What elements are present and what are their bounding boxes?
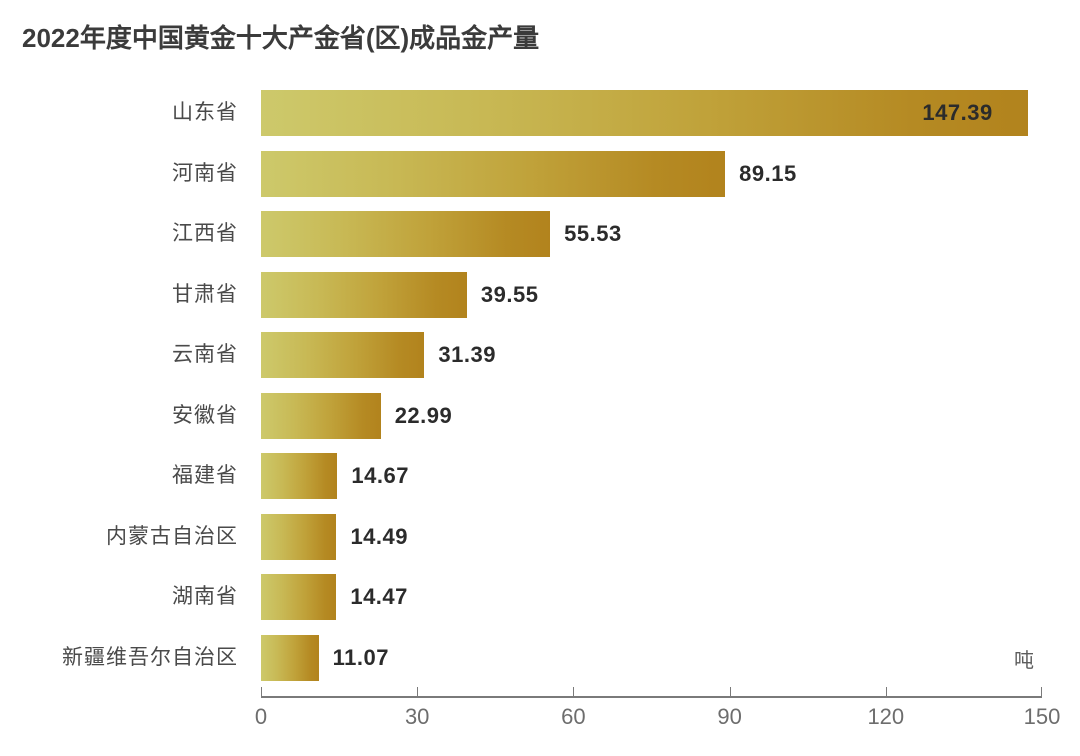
category-label: 山东省 <box>172 101 238 124</box>
bar-row: 福建省 14.67 <box>0 453 1080 499</box>
category-label: 福建省 <box>172 464 238 487</box>
bar <box>261 332 425 378</box>
x-axis: 0 30 60 90 120 150 <box>255 687 1060 754</box>
bar-track: 11.07 <box>261 634 1042 681</box>
bar-track: 55.53 <box>261 211 1042 257</box>
bar-track: 31.39 <box>261 332 1042 378</box>
x-axis-tick-label: 120 <box>867 704 905 729</box>
bar <box>261 150 726 197</box>
category-label: 内蒙古自治区 <box>106 524 238 548</box>
x-axis-line <box>261 696 1042 698</box>
x-axis-tick-label: 150 <box>1023 704 1061 729</box>
x-axis-tick <box>261 687 262 696</box>
bar-row: 云南省 31.39 <box>0 332 1080 378</box>
x-axis-tick-label: 90 <box>717 704 742 729</box>
chart-title: 2022年度中国黄金十大产金省(区)成品金产量 <box>22 23 540 53</box>
bar <box>261 90 1029 136</box>
plot-area: 山东省 147.39 河南省 89.15 江西省 55.53 甘肃省 39.55 云南省 31.3… <box>0 90 1080 705</box>
bar <box>261 453 338 499</box>
category-label: 河南省 <box>172 161 238 185</box>
bar-value-label: 89.15 <box>739 160 797 186</box>
unit-label: 吨 <box>1014 650 1034 672</box>
x-axis-tick <box>417 687 419 696</box>
bar-row: 江西省 55.53 <box>0 211 1080 257</box>
x-axis-tick <box>1041 687 1042 696</box>
category-label: 新疆维吾尔自治区 <box>62 645 238 669</box>
bar-row: 山东省 147.39 <box>0 90 1080 136</box>
x-axis-tick-label: 30 <box>404 704 430 729</box>
x-axis-tick-label: 60 <box>561 704 586 729</box>
bar <box>261 574 337 620</box>
bar-value-label: 14.49 <box>350 523 408 549</box>
category-label: 云南省 <box>172 343 238 366</box>
bar-track: 14.47 <box>261 574 1042 620</box>
bar-row: 内蒙古自治区 14.49 <box>0 513 1080 560</box>
bar-value-label: 55.53 <box>564 221 622 246</box>
bar <box>261 271 467 318</box>
bar <box>261 211 551 257</box>
category-label: 江西省 <box>172 222 238 245</box>
x-axis-tick-label: 0 <box>254 704 268 729</box>
bar-row: 安徽省 22.99 <box>0 392 1080 439</box>
bar <box>261 392 381 439</box>
bar-row: 新疆维吾尔自治区 11.07 <box>0 634 1080 681</box>
category-label: 湖南省 <box>172 585 238 608</box>
bar-row: 甘肃省 39.55 <box>0 271 1080 318</box>
bar-value-label: 14.67 <box>351 463 409 488</box>
bar-track: 147.39 <box>261 90 1042 136</box>
bar-row: 湖南省 14.47 <box>0 574 1080 620</box>
category-label: 甘肃省 <box>172 282 238 306</box>
bar-value-label: 39.55 <box>480 281 539 307</box>
bar-track: 14.49 <box>261 513 1042 560</box>
bar-track: 22.99 <box>261 392 1042 439</box>
bar-value-label: 14.47 <box>350 584 408 609</box>
bar-value-label: 22.99 <box>394 402 453 428</box>
bar-value-label: 31.39 <box>438 342 496 367</box>
bar-row: 河南省 89.15 <box>0 150 1080 197</box>
x-axis-tick <box>729 687 731 696</box>
bar <box>261 634 319 681</box>
bar-value-label: 11.07 <box>332 644 389 670</box>
category-label: 安徽省 <box>172 403 238 427</box>
x-axis-tick <box>573 687 575 696</box>
bar-track: 14.67 <box>261 453 1042 499</box>
bar-track: 39.55 <box>261 271 1042 318</box>
x-axis-tick <box>885 687 887 696</box>
bar-value-label: 147.39 <box>922 100 993 125</box>
bar-track: 89.15 <box>261 150 1042 197</box>
bar <box>261 513 337 560</box>
